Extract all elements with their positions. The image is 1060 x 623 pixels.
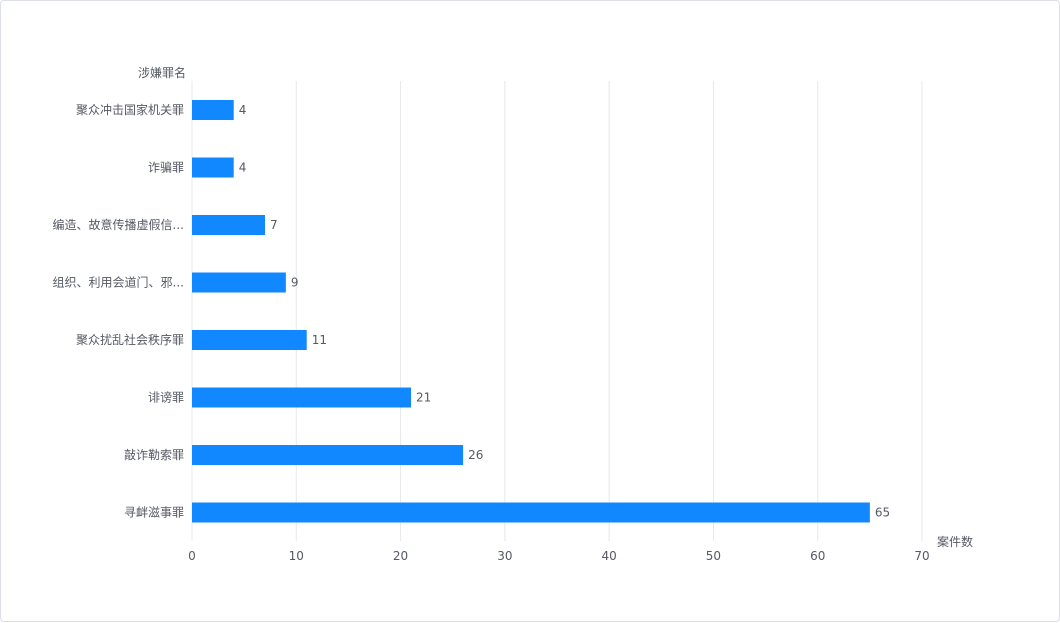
bar[interactable] [192, 215, 265, 235]
x-tick-label: 60 [810, 549, 825, 563]
bar[interactable] [192, 330, 307, 350]
bar[interactable] [192, 445, 464, 465]
x-tick-label: 30 [497, 549, 512, 563]
value-label: 21 [416, 391, 431, 405]
category-label: 诽谤罪 [148, 390, 184, 405]
x-tick-label: 40 [602, 549, 617, 563]
x-tick-label: 10 [289, 549, 304, 563]
x-tick-label: 70 [914, 549, 929, 563]
value-label: 11 [312, 333, 327, 347]
bars [192, 100, 870, 523]
grid-lines [191, 81, 923, 541]
value-label: 65 [875, 506, 890, 520]
labels: 0 10 20 30 40 50 60 70 聚众冲击国家机关罪 4 诈骗罪 4 编造、故意传播虚假信.… [53, 102, 930, 563]
bar[interactable] [192, 502, 870, 523]
x-axis-title: 案件数 [937, 534, 973, 549]
value-label: 26 [468, 448, 483, 462]
x-tick-label: 0 [188, 549, 196, 563]
value-label: 4 [239, 103, 247, 117]
category-label: 诈骗罪 [148, 160, 184, 175]
bar[interactable] [192, 157, 234, 178]
bar[interactable] [192, 100, 234, 120]
value-label: 7 [270, 218, 278, 232]
category-label: 聚众冲击国家机关罪 [76, 102, 184, 117]
category-label: 寻衅滋事罪 [124, 506, 184, 520]
category-label: 组织、利用会道门、邪... [53, 275, 184, 290]
category-label: 聚众扰乱社会秩序罪 [76, 332, 184, 347]
bar[interactable] [192, 272, 286, 293]
category-label: 敲诈勒索罪 [124, 447, 184, 462]
y-axis-title: 涉嫌罪名 [138, 65, 186, 80]
x-tick-label: 20 [393, 549, 408, 563]
bar[interactable] [192, 387, 411, 408]
value-label: 9 [291, 276, 299, 290]
x-tick-label: 50 [706, 549, 721, 563]
category-label: 编造、故意传播虚假信... [53, 217, 184, 232]
value-label: 4 [239, 161, 247, 175]
